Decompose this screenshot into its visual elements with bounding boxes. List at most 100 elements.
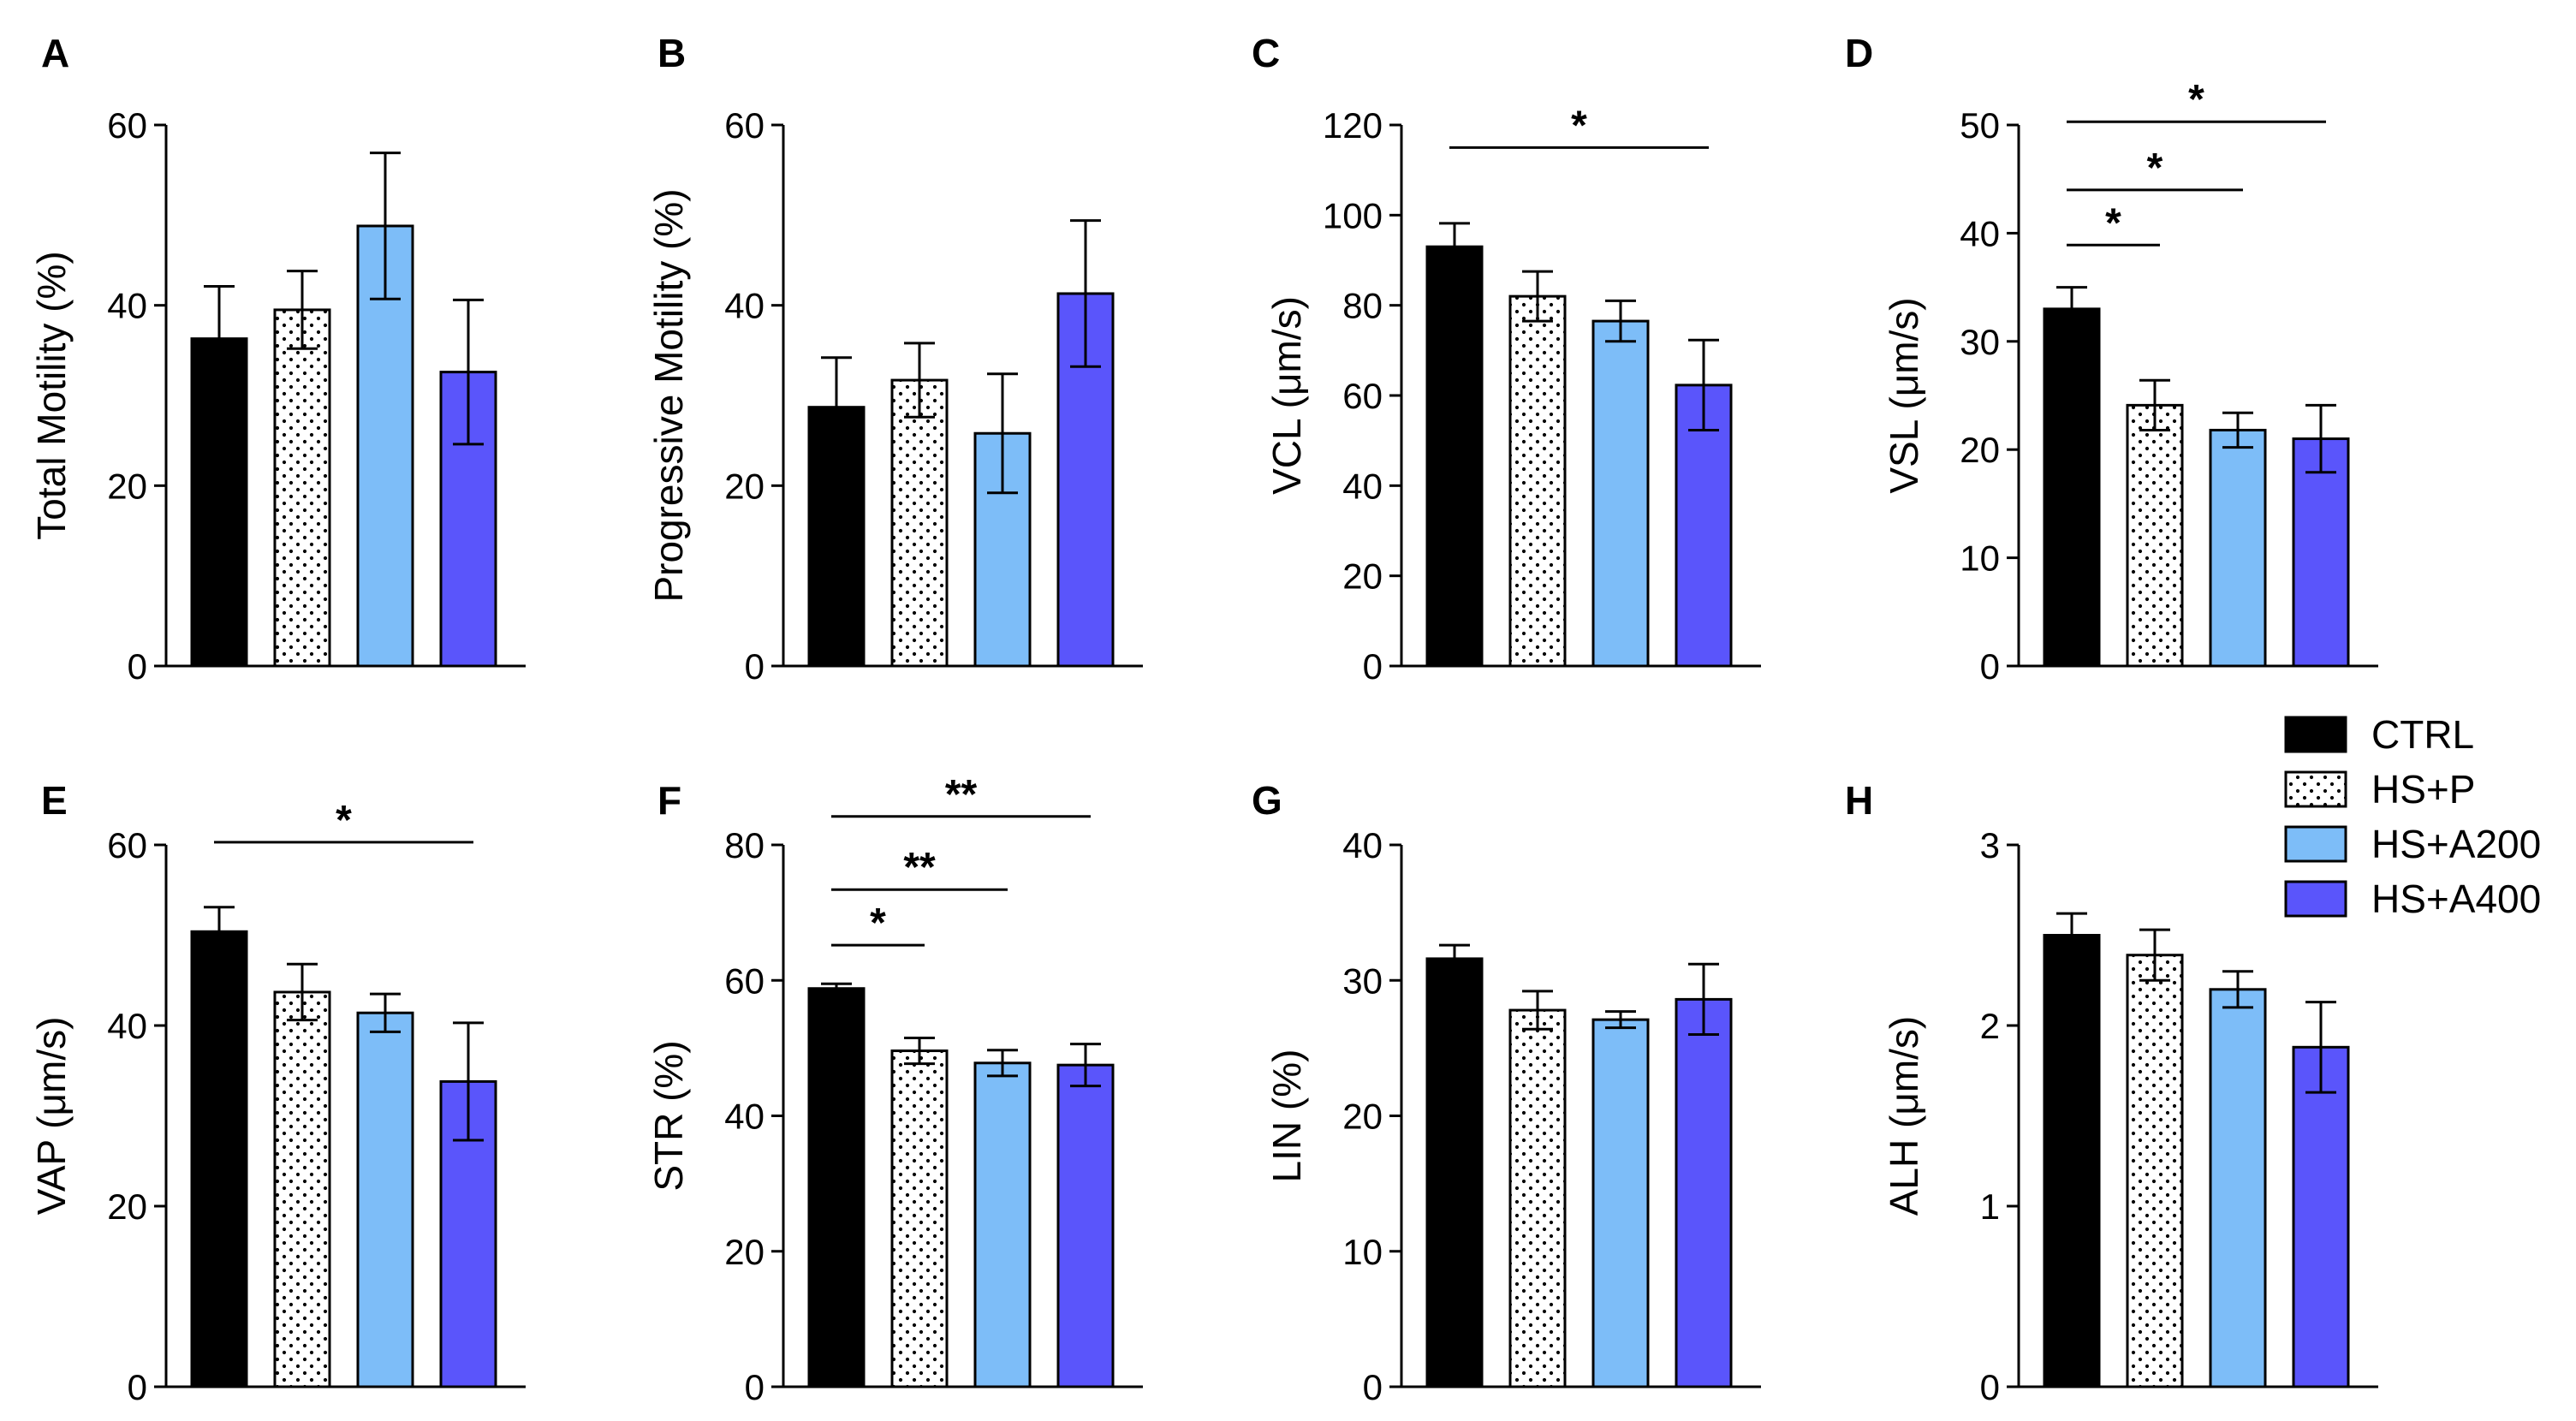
y-tick-label: 80 <box>724 825 764 865</box>
bar-hs-p <box>1508 1008 1567 1388</box>
bar-ctrl <box>1425 957 1484 1388</box>
bar-ctrl <box>807 987 866 1388</box>
panel-letter: F <box>657 778 681 823</box>
significance-mark: * <box>2147 146 2163 191</box>
legend-swatch-ctrl <box>2284 716 2347 753</box>
y-axis-title: Progressive Motility (%) <box>646 188 691 602</box>
y-axis-title: VCL (μm/s) <box>1264 296 1309 495</box>
y-tick-label: 20 <box>1960 430 2000 470</box>
y-axis-title: ALH (μm/s) <box>1882 1016 1926 1216</box>
y-tick-label: 0 <box>745 1367 764 1407</box>
bar-hs-p <box>890 378 949 668</box>
significance-mark: * <box>336 798 352 843</box>
panel-letter: H <box>1845 778 1873 823</box>
y-tick-label: 0 <box>128 646 147 687</box>
panel-c: C 0 20 40 60 80 100 120 VCL (μm/s) * <box>1252 31 1761 687</box>
panel-a: A 0 20 40 60 Total Motility (%) <box>29 31 526 687</box>
y-tick-label: 40 <box>1342 466 1383 506</box>
y-tick-label: 60 <box>107 105 147 146</box>
panel-b: B 0 20 40 60 Progressive Motility (%) <box>646 31 1143 687</box>
y-tick-label: 60 <box>1342 376 1383 416</box>
significance-mark: * <box>2188 77 2204 122</box>
y-tick-label: 10 <box>1960 538 2000 579</box>
y-tick-label: 40 <box>724 286 764 326</box>
bar-hs-a400 <box>2292 437 2350 668</box>
bar-hs-p <box>2126 954 2184 1388</box>
y-tick-label: 20 <box>1342 1097 1383 1137</box>
legend-label: HS+A400 <box>2371 877 2541 921</box>
y-tick-label: 10 <box>1342 1232 1383 1272</box>
panel-h: H 0 1 2 3 ALH (μm/s) <box>1845 778 2378 1407</box>
panel-letter: D <box>1845 31 1873 75</box>
y-tick-label: 40 <box>1342 825 1383 865</box>
bar-hs-a200 <box>2209 428 2267 668</box>
bar-ctrl <box>2043 934 2101 1388</box>
bar-hs-a400 <box>1675 997 1733 1388</box>
bar-hs-a400 <box>1675 383 1733 668</box>
y-tick-label: 0 <box>128 1367 147 1407</box>
bar-hs-a400 <box>2292 1045 2350 1388</box>
bar-hs-a200 <box>1591 319 1650 668</box>
significance-mark: ** <box>903 845 936 890</box>
y-tick-label: 20 <box>107 1186 147 1227</box>
bar-hs-a200 <box>2209 988 2267 1388</box>
y-tick-label: 20 <box>724 1232 764 1272</box>
y-tick-label: 60 <box>724 960 764 1001</box>
y-tick-label: 50 <box>1960 105 2000 146</box>
legend: CTRL HS+P HS+A200 HS+A400 <box>2284 712 2541 921</box>
legend-label: CTRL <box>2371 712 2474 757</box>
panel-g: G 0 10 20 30 40 LIN (%) <box>1252 778 1761 1407</box>
bar-hs-p <box>890 1049 949 1388</box>
significance-mark: ** <box>945 772 978 818</box>
y-tick-label: 20 <box>1342 556 1383 597</box>
legend-label: HS+A200 <box>2371 822 2541 866</box>
y-axis-title: Total Motility (%) <box>29 251 74 539</box>
y-tick-label: 0 <box>1980 1367 2000 1407</box>
panel-letter: B <box>657 31 686 75</box>
y-tick-label: 0 <box>1980 646 2000 687</box>
y-tick-label: 20 <box>107 466 147 506</box>
y-axis-title: VAP (μm/s) <box>29 1017 74 1216</box>
legend-swatch-hs-a400 <box>2284 880 2347 918</box>
panel-letter: E <box>41 778 68 823</box>
bar-hs-a400 <box>1056 1063 1115 1388</box>
bar-ctrl <box>190 337 248 668</box>
bar-hs-a200 <box>1591 1018 1650 1388</box>
y-axis-title: VSL (μm/s) <box>1882 297 1926 493</box>
panel-letter: G <box>1252 778 1282 823</box>
panel-letter: A <box>41 31 69 75</box>
y-tick-label: 30 <box>1342 960 1383 1001</box>
y-tick-label: 2 <box>1980 1006 2000 1046</box>
bar-hs-p <box>273 990 331 1388</box>
significance-mark: * <box>1571 103 1587 148</box>
y-tick-label: 40 <box>107 286 147 326</box>
y-tick-label: 0 <box>1363 1367 1383 1407</box>
bar-hs-p <box>1508 294 1567 668</box>
y-axis-title: LIN (%) <box>1264 1049 1309 1183</box>
bar-ctrl <box>190 930 248 1388</box>
y-tick-label: 100 <box>1323 195 1383 235</box>
y-tick-label: 40 <box>724 1097 764 1137</box>
bar-ctrl <box>2043 307 2101 668</box>
significance-mark: * <box>870 901 886 946</box>
panel-letter: C <box>1252 31 1280 75</box>
y-tick-label: 60 <box>107 825 147 865</box>
y-tick-label: 20 <box>724 466 764 506</box>
panel-e: E 0 20 40 60 VAP (μm/s) * <box>29 778 526 1407</box>
panel-d: D 0 10 20 30 40 50 VSL (μm/s) * * * <box>1845 31 2378 687</box>
legend-swatch-hs-a200 <box>2284 825 2347 863</box>
y-axis-title: STR (%) <box>646 1040 691 1191</box>
legend-swatch-hs-p <box>2284 770 2347 808</box>
y-tick-label: 40 <box>1960 213 2000 253</box>
y-tick-label: 80 <box>1342 286 1383 326</box>
bar-hs-a200 <box>356 1011 414 1388</box>
y-tick-label: 40 <box>107 1006 147 1046</box>
y-tick-label: 0 <box>745 646 764 687</box>
y-tick-label: 120 <box>1323 105 1383 146</box>
y-tick-label: 0 <box>1363 646 1383 687</box>
bar-hs-a200 <box>973 1061 1032 1388</box>
legend-label: HS+P <box>2371 767 2475 812</box>
bar-hs-p <box>273 308 331 668</box>
